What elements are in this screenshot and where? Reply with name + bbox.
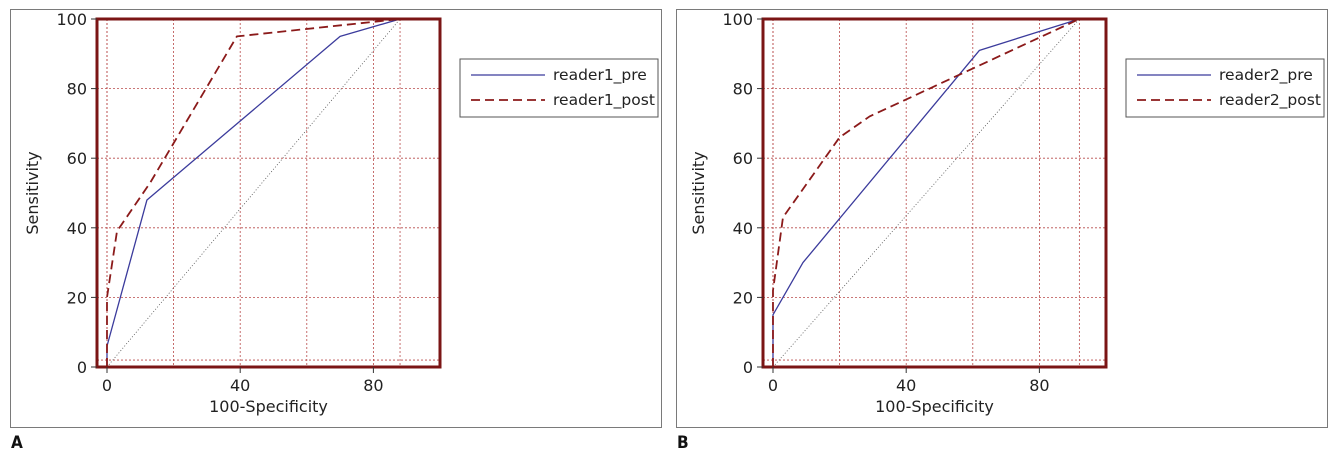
legend: reader2_pre reader2_post	[1125, 58, 1325, 118]
x-tick-label: 0	[768, 376, 778, 395]
y-axis-label: Sensitivity	[23, 151, 42, 234]
grid-lines	[97, 18, 440, 368]
x-tick-label: 80	[1029, 376, 1049, 395]
x-tick-label: 40	[230, 376, 250, 395]
series-line-reader2_post	[772, 18, 1080, 367]
x-tick-label: 80	[363, 376, 383, 395]
y-tick-label: 40	[67, 219, 87, 238]
reference-diagonal	[772, 18, 1080, 368]
x-tick-label: 40	[896, 376, 916, 395]
legend-box	[1125, 58, 1325, 118]
legend-label-reader2_post: reader2_post	[1219, 91, 1321, 110]
legend-label-reader1_pre: reader1_pre	[553, 66, 647, 85]
y-tick-label: 80	[67, 80, 87, 99]
y-tick-label: 60	[67, 149, 87, 168]
y-axis-label: Sensitivity	[689, 151, 708, 234]
y-tick-label: 0	[77, 358, 87, 377]
panel-label-a: A	[11, 433, 23, 453]
legend-box	[459, 58, 659, 118]
legend-label-reader1_post: reader1_post	[553, 91, 655, 110]
y-tick-label: 100	[722, 10, 753, 29]
grid-lines	[763, 18, 1106, 368]
x-axis-label: 100-Specificity	[875, 397, 994, 416]
x-tick-label: 0	[102, 376, 112, 395]
panel-label-b: B	[677, 433, 689, 453]
y-tick-label: 60	[733, 149, 753, 168]
roc-panel-b: 0 20 40 60 80 100 0 40 80 100-Specificity Sensitiv…	[676, 9, 1328, 428]
series-line-reader1_post	[106, 18, 401, 367]
plot-frame	[95, 17, 442, 369]
plot-frame	[761, 17, 1108, 369]
x-axis-label: 100-Specificity	[209, 397, 328, 416]
y-tick-label: 20	[733, 288, 753, 307]
y-tick-label: 20	[67, 288, 87, 307]
y-tick-label: 40	[733, 219, 753, 238]
roc-chart-a: 0 20 40 60 80 100 0 40 80 100-Specificity Sensitiv…	[23, 10, 659, 416]
series-line-reader1_pre	[106, 18, 401, 367]
y-tick-label: 100	[56, 10, 87, 29]
legend-label-reader2_pre: reader2_pre	[1219, 66, 1313, 85]
roc-panel-a: 0 20 40 60 80 100 0 40 80 100-Specificity Sensitiv…	[10, 9, 662, 428]
legend: reader1_pre reader1_post	[459, 58, 659, 118]
y-tick-label: 0	[743, 358, 753, 377]
reference-diagonal	[106, 18, 401, 368]
y-tick-label: 80	[733, 80, 753, 99]
roc-chart-b: 0 20 40 60 80 100 0 40 80 100-Specificity Sensitiv…	[689, 10, 1325, 416]
